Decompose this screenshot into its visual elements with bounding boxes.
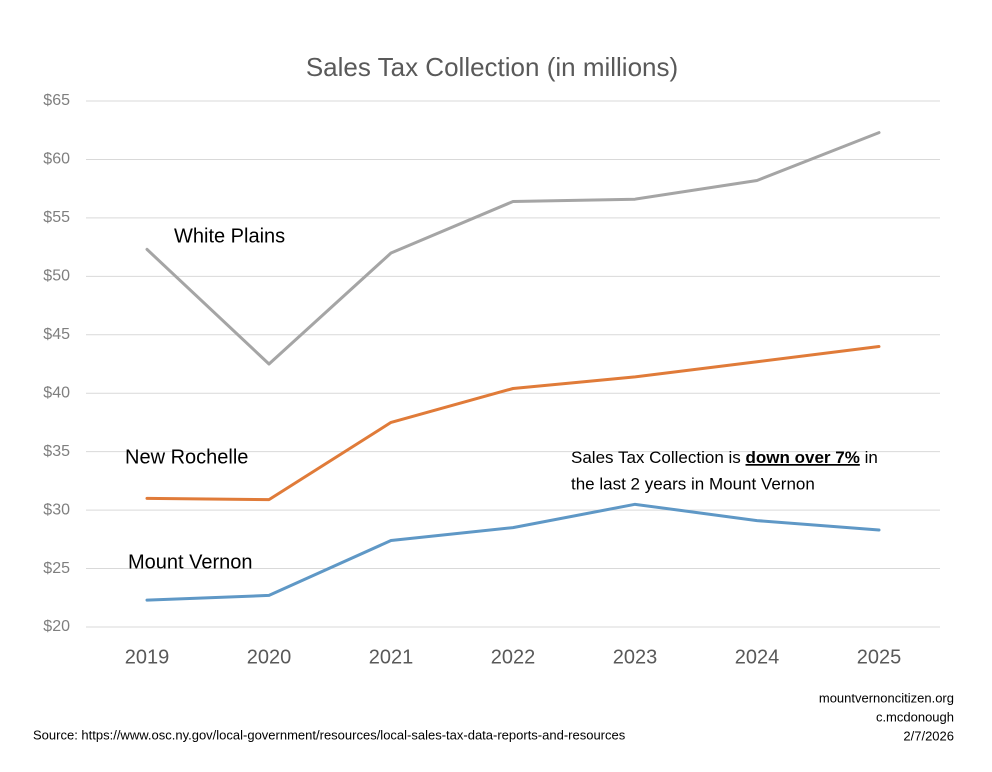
annotation-text: Sales Tax Collection is (571, 448, 741, 467)
y-tick-label: $55 (43, 209, 70, 226)
series-line (145, 502, 881, 602)
series-label: Mount Vernon (128, 551, 253, 573)
y-tick-label: $40 (43, 384, 70, 401)
annotation: Sales Tax Collection is down over 7% in (571, 448, 878, 467)
credit: 2/7/2026 (903, 728, 954, 743)
series-line (145, 131, 881, 366)
x-tick-label: 2023 (613, 646, 658, 668)
credit: c.mcdonough (876, 709, 954, 724)
annotation-text: in (865, 448, 878, 467)
y-tick-label: $30 (43, 501, 70, 518)
source: Source: https://www.osc.ny.gov/local-gov… (33, 727, 626, 742)
y-tick-label: $25 (43, 560, 70, 577)
x-tick-label: 2019 (125, 646, 170, 668)
annotation: the last 2 years in Mount Vernon (571, 474, 815, 493)
y-tick-label: $45 (43, 326, 70, 343)
series-label: White Plains (174, 225, 285, 247)
x-tick-label: 2020 (247, 646, 292, 668)
chart-title: Sales Tax Collection (in millions) (306, 52, 678, 82)
x-tick-label: 2024 (735, 646, 780, 668)
labels: $20 $25 $30 $35 $40 $45 $50 $55 $60 $65 2019 2020 20… (43, 92, 901, 668)
y-tick-label: $35 (43, 443, 70, 460)
series-line (145, 345, 881, 502)
x-tick-label: 2021 (369, 646, 414, 668)
series-label: New Rochelle (125, 446, 248, 468)
annotation-emphasis: down over 7% (746, 448, 860, 467)
y-tick-label: $65 (43, 92, 70, 109)
x-tick-label: 2022 (491, 646, 536, 668)
x-tick-label: 2025 (857, 646, 902, 668)
y-tick-label: $60 (43, 151, 70, 168)
grid (86, 100, 940, 628)
credit: mountvernoncitizen.org (819, 690, 954, 705)
y-tick-label: $50 (43, 268, 70, 285)
y-tick-label: $20 (43, 618, 70, 635)
plot-lines (145, 131, 881, 602)
